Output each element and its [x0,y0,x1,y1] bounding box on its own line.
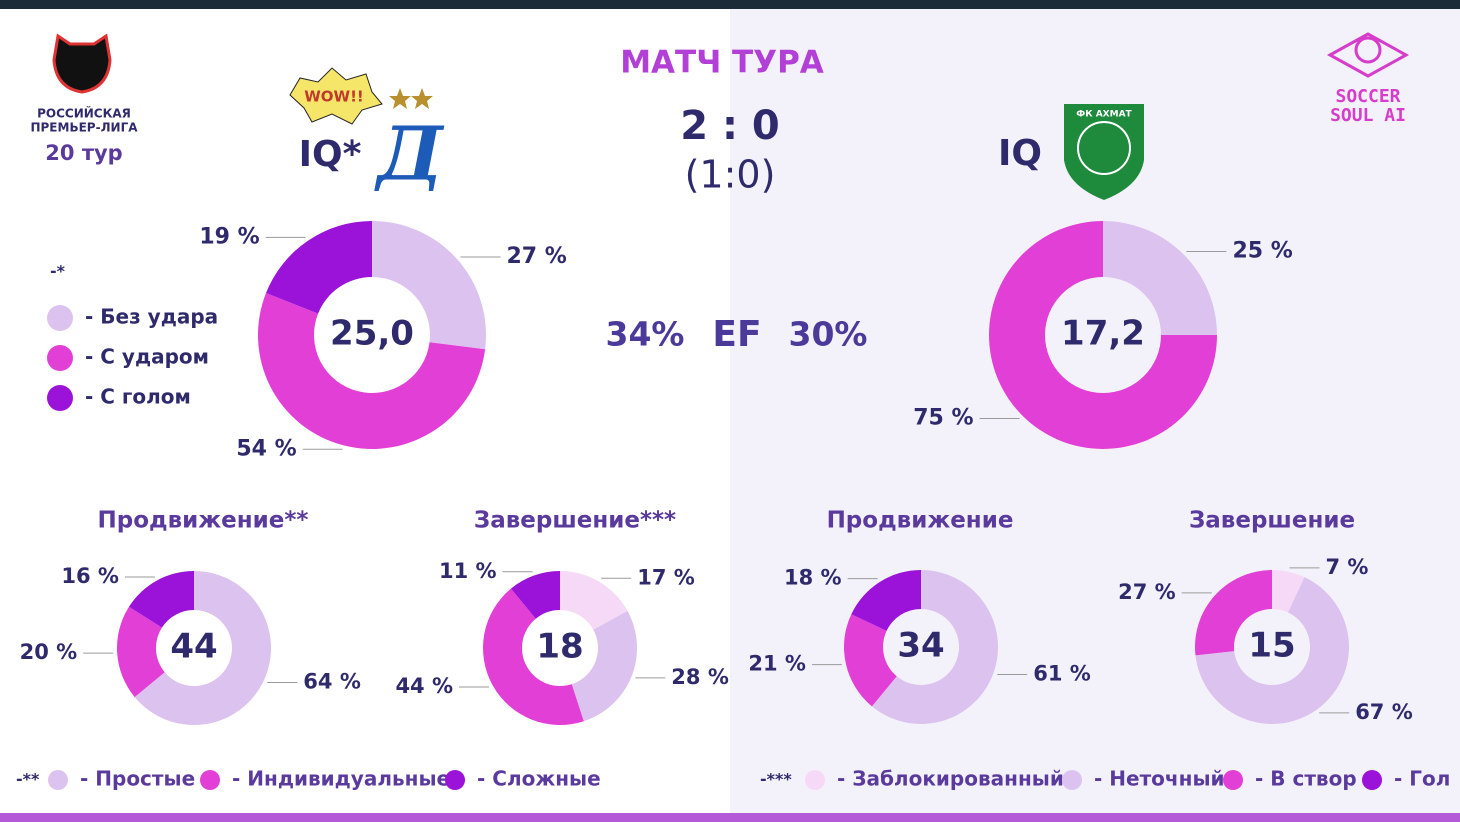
badge-text: WOW!! [304,88,364,106]
value-label: 61 % [1033,661,1091,685]
brand-ball [1354,36,1382,64]
donut-segment [1195,577,1349,724]
crest-ring [1077,121,1131,175]
donut-segment [989,221,1217,449]
home-logo: Д [374,112,445,198]
donut-segment [843,614,897,707]
donut-segment [510,571,560,619]
legend-label: - Гол [1394,767,1450,791]
donut-segment [871,570,998,724]
value-label: 16 % [61,564,119,588]
center-value: 15 [1248,626,1295,666]
legend-swatch [47,385,73,411]
donut-segment [483,588,584,725]
value-label: 7 % [1325,555,1368,579]
value-label: 64 % [303,669,361,693]
donut-segment [116,606,165,698]
value-label: 17 % [637,565,695,589]
donut-segment [372,221,487,350]
legend-swatch [47,345,73,371]
value-label: 67 % [1355,700,1413,724]
center-value: 17,2 [1061,314,1145,354]
legend-label: - С ударом [85,345,209,369]
legend-label: - В створ [1255,767,1357,791]
legend-marker: -* [50,262,66,281]
value-label: 11 % [439,559,497,583]
legend-swatch [1362,770,1382,790]
donut-segment [257,293,486,450]
donut-segment [851,570,921,631]
section-title: Продвижение [827,508,1014,534]
league-logo [52,33,112,94]
donut-segment [1195,570,1272,656]
value-label: 21 % [748,652,806,676]
section-title: Завершение*** [474,508,676,534]
section-title: Продвижение** [98,508,309,534]
half-score: (1:0) [685,153,776,197]
star [389,88,411,109]
bottom-bar [0,813,1460,822]
center-value: 44 [170,627,217,667]
legend-swatch [47,305,73,331]
legend-swatch [805,770,825,790]
value-label: 19 % [199,224,259,249]
legend-label: - Сложные [477,767,601,791]
legend-swatch [200,770,220,790]
legend-marker: -** [16,770,40,789]
center-value: 34 [897,626,944,666]
value-label: 18 % [784,566,842,590]
donut-segment [1103,221,1217,335]
legend-marker: -*** [760,770,792,789]
value-label: 27 % [507,244,567,269]
legend-label: - Заблокированный [837,767,1064,791]
away-crest [1064,104,1144,200]
value-label: 27 % [1118,580,1176,604]
ef-label: EF [712,314,761,355]
donut-segment [266,221,372,314]
value-label: 28 % [671,665,729,689]
center-value: 18 [536,627,583,667]
center-value: 25,0 [330,314,414,354]
ef-away: 30% [789,315,868,354]
score: 2 : 0 [680,103,780,149]
badge-shape [289,67,383,125]
donut-segment [128,571,194,628]
legend-swatch [1223,770,1243,790]
round: 20 тур [45,141,122,165]
brand: SOCCER [1335,86,1400,107]
away-label: IQ [998,133,1042,174]
value-label: 20 % [20,640,78,664]
value-label: 44 % [395,674,453,698]
star [411,88,433,109]
value-label: 25 % [1232,239,1292,264]
brand: SOUL AI [1330,105,1406,126]
value-label: 54 % [236,436,296,461]
legend-swatch [445,770,465,790]
title: МАТЧ ТУРА [620,45,824,81]
donut-segment [560,571,628,630]
crest-text: ФК АХМАТ [1076,110,1132,120]
legend-label: - Индивидуальные [232,767,450,791]
home-label: IQ* [299,134,362,175]
legend-swatch [1062,770,1082,790]
brand-logo [1326,32,1410,78]
legend-label: - Без удара [85,305,218,329]
donut-segment [571,610,637,722]
value-label: 75 % [913,405,973,430]
legend-label: - Неточный [1094,767,1225,791]
legend-swatch [48,770,68,790]
section-title: Завершение [1189,508,1355,534]
league-name: РОССИЙСКАЯ [37,106,131,121]
legend-label: - Простые [80,767,195,791]
donut-segment [1272,570,1305,613]
ef-home: 34% [606,315,685,354]
top-bar [0,0,1460,9]
legend-label: - С голом [85,385,191,409]
donut-segment [134,571,271,725]
league-name: ПРЕМЬЕР-ЛИГА [30,121,138,135]
